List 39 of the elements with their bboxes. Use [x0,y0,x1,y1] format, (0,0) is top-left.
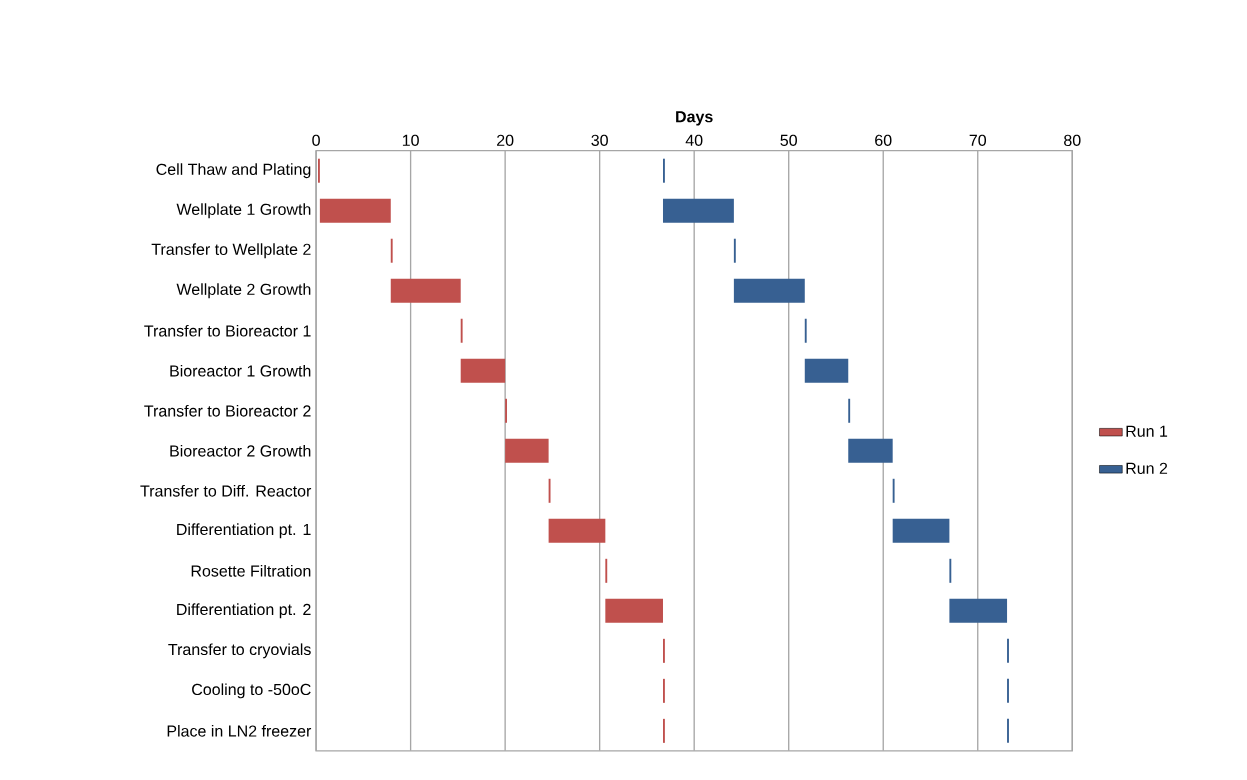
y-tick-label: Differentiation pt. 1 [177,523,311,539]
y-tick-label: Bioreactor 1 Growth [170,364,311,377]
bar [390,278,461,303]
bar [319,198,391,223]
x-tick-label: 0 [312,134,320,146]
bar [460,358,506,383]
x-tick-label: 80 [1064,134,1081,146]
y-tick-label: Transfer to Bioreactor 2 [144,404,311,417]
bar [848,438,893,463]
bar [949,598,1008,623]
y-tick-label: Differentiation pt. 2 [177,603,311,619]
bar [733,278,805,303]
y-tick-label: Wellplate 1 Growth [176,203,311,219]
legend-label: Run 2 [1126,462,1168,474]
bar [605,598,663,623]
y-tick-label: Transfer to Wellplate 2 [151,243,311,259]
y-tick-label: Wellplate 2 Growth [176,283,311,299]
x-tick-label: 20 [497,134,514,146]
y-tick-label: Cell Thaw and Plating [156,163,311,179]
y-tick-label: Transfer to Diff. Reactor [140,484,312,497]
x-tick-label: 50 [780,134,797,146]
y-tick-label: Cooling to -50oC [192,683,311,699]
x-tick-label: 60 [875,134,892,146]
x-tick-label: 40 [685,134,703,146]
bar [548,518,606,543]
x-tick-label: 10 [402,134,419,146]
x-axis-title: Days [676,111,713,126]
legend-label: Run 1 [1126,425,1168,437]
bar [662,198,734,223]
y-tick-label: Place in LN2 freezer [167,724,312,737]
y-tick-label: Rosette Filtration [191,564,311,577]
bar [804,358,849,383]
y-tick-label: Transfer to Bioreactor 1 [144,324,311,337]
bar [892,518,950,543]
y-tick-label: Transfer to cryovials [168,643,311,659]
x-tick-label: 30 [591,134,608,146]
y-tick-label: Bioreactor 2 Growth [170,444,311,457]
x-tick-label: 70 [969,134,987,146]
bar [505,438,549,463]
